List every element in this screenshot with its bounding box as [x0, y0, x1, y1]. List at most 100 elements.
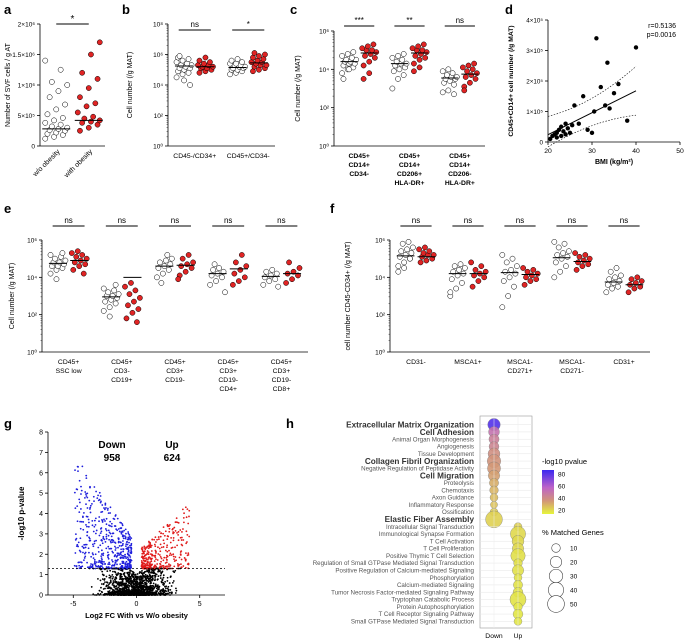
- significance-label-f: ns: [464, 216, 472, 225]
- x-tick-label-a: w/o obesity: [31, 148, 62, 179]
- volcano-point: [125, 532, 127, 535]
- data-point-c: [396, 66, 403, 73]
- volcano-point: [74, 507, 77, 510]
- volcano-point: [152, 582, 155, 585]
- volcano-point: [119, 552, 122, 555]
- data-point-e: [68, 250, 75, 256]
- volcano-point: [98, 520, 100, 523]
- volcano-point: [141, 593, 144, 596]
- data-point-c: [343, 56, 350, 63]
- data-point-c: [369, 47, 375, 54]
- volcano-point: [162, 539, 165, 542]
- volcano-point: [108, 531, 111, 534]
- volcano-point: [122, 593, 125, 596]
- data-point-e: [131, 298, 137, 305]
- data-point-e: [52, 255, 58, 262]
- volcano-point: [130, 559, 133, 562]
- volcano-point: [177, 530, 180, 533]
- volcano-point: [181, 531, 183, 533]
- data-point-f: [453, 285, 459, 292]
- data-point-e: [167, 261, 174, 268]
- volcano-point: [137, 592, 139, 595]
- volcano-point: [152, 585, 155, 588]
- volcano-point: [100, 530, 103, 533]
- data-point-a: [46, 94, 53, 101]
- volcano-point: [180, 566, 183, 569]
- data-point-a: [53, 106, 60, 113]
- x-tick-label-e: CD45+: [271, 359, 292, 366]
- data-point-e: [290, 268, 297, 275]
- volcano-point: [92, 545, 95, 548]
- data-point-a: [88, 118, 94, 125]
- data-point-f: [520, 265, 526, 271]
- volcano-point: [102, 535, 105, 538]
- volcano-point: [164, 549, 167, 552]
- data-point-f: [557, 268, 563, 275]
- y-tick-label-d: 0: [539, 140, 543, 147]
- volcano-point: [93, 525, 96, 528]
- data-point-b: [202, 54, 209, 61]
- volcano-point: [80, 489, 83, 492]
- volcano-point: [86, 492, 89, 495]
- volcano-point: [111, 532, 114, 535]
- data-point-c: [399, 56, 406, 63]
- data-point-b: [176, 53, 183, 59]
- volcano-point: [80, 493, 82, 495]
- volcano-point: [98, 534, 101, 537]
- data-point-e: [211, 261, 218, 268]
- data-point-f: [582, 252, 589, 258]
- volcano-point: [103, 577, 106, 580]
- data-point-e: [83, 255, 90, 262]
- volcano-point: [102, 554, 105, 557]
- data-point-e: [296, 265, 303, 271]
- volcano-point: [124, 536, 127, 539]
- volcano-point: [85, 523, 87, 526]
- volcano-point: [155, 593, 158, 596]
- data-point-e: [128, 280, 134, 286]
- data-point-f: [462, 265, 468, 271]
- data-point-f: [471, 272, 477, 279]
- volcano-point: [101, 573, 104, 576]
- volcano-point: [94, 523, 97, 526]
- data-point-e: [168, 255, 175, 262]
- volcano-point: [165, 565, 168, 568]
- volcano-point: [146, 585, 148, 588]
- volcano-point: [127, 565, 129, 567]
- volcano-point: [92, 557, 95, 560]
- volcano-point: [174, 569, 177, 572]
- volcano-point: [105, 533, 108, 536]
- y-tick-label-b: 10⁶: [153, 52, 163, 59]
- volcano-point: [125, 589, 128, 592]
- volcano-point: [160, 532, 163, 535]
- data-point-c: [439, 68, 446, 75]
- volcano-point: [187, 522, 190, 525]
- volcano-point: [121, 570, 124, 572]
- data-point-c: [390, 68, 397, 75]
- volcano-point: [168, 530, 171, 533]
- volcano-point: [116, 563, 118, 566]
- volcano-point: [82, 528, 85, 531]
- data-point-f: [523, 274, 529, 281]
- data-point-d: [625, 118, 630, 123]
- data-point-a: [77, 94, 83, 101]
- volcano-point: [149, 577, 152, 579]
- data-point-e: [267, 272, 274, 279]
- x-tick-label-c: CD45+: [348, 153, 369, 160]
- data-point-c: [366, 70, 373, 77]
- x-tick-label-b: CD45+/CD34-: [227, 153, 270, 160]
- volcano-point: [92, 593, 95, 596]
- volcano-point: [144, 570, 147, 573]
- data-point-f: [554, 252, 561, 258]
- data-point-e: [241, 274, 248, 281]
- data-point-e: [109, 293, 116, 299]
- volcano-point: [109, 520, 112, 523]
- data-point-e: [286, 259, 292, 266]
- data-point-c: [468, 72, 475, 78]
- y-tick-label-b: 10⁴: [153, 83, 163, 90]
- volcano-point: [168, 527, 171, 530]
- volcano-point: [142, 587, 145, 590]
- volcano-point: [137, 589, 140, 592]
- volcano-point: [100, 583, 103, 585]
- data-point-e: [263, 268, 270, 275]
- volcano-point: [140, 572, 143, 575]
